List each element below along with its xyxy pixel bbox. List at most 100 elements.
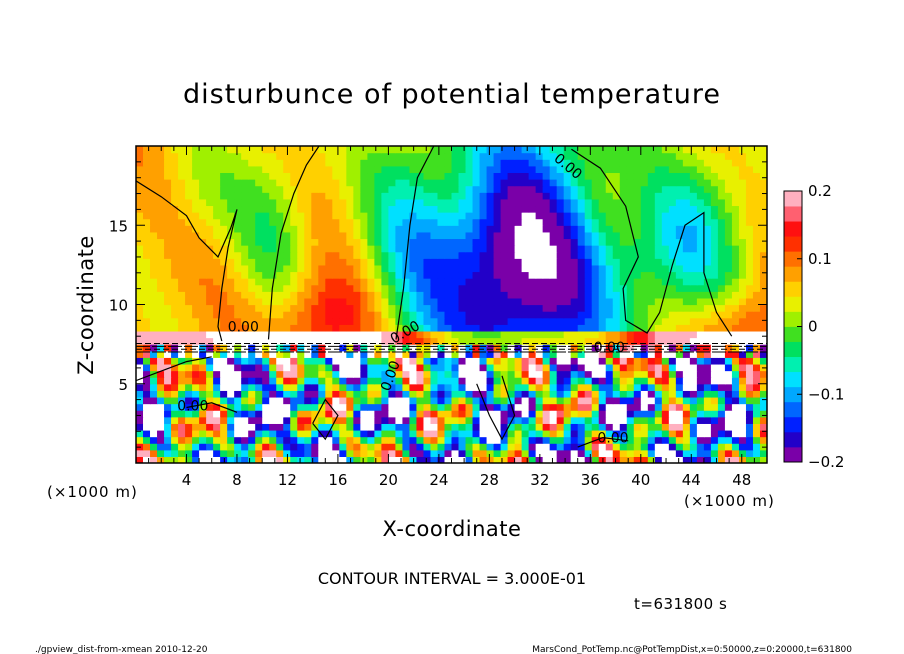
heatmap-cell bbox=[318, 159, 326, 167]
heatmap-cell bbox=[150, 436, 158, 444]
heatmap-cell bbox=[227, 429, 235, 438]
heatmap-cell bbox=[584, 172, 593, 180]
heatmap-cell bbox=[178, 179, 186, 187]
heatmap-cell bbox=[535, 284, 544, 292]
heatmap-cell bbox=[423, 284, 432, 292]
heatmap-cell bbox=[598, 390, 607, 398]
heatmap-cell bbox=[689, 350, 698, 358]
heatmap-cell bbox=[423, 304, 432, 312]
colorbar-swatch bbox=[784, 311, 802, 327]
heatmap-cell bbox=[591, 456, 600, 463]
heatmap-cell bbox=[346, 357, 354, 365]
heatmap-cell bbox=[199, 449, 207, 457]
heatmap-cell bbox=[290, 192, 298, 200]
heatmap-cell bbox=[479, 284, 488, 292]
heatmap-cell bbox=[731, 357, 740, 365]
heatmap-cell bbox=[556, 198, 565, 207]
heatmap-cell bbox=[619, 350, 628, 358]
heatmap-cell bbox=[241, 324, 249, 332]
heatmap-cell bbox=[262, 311, 270, 319]
heatmap-cell bbox=[479, 449, 488, 457]
heatmap-cell bbox=[143, 324, 151, 332]
heatmap-cell bbox=[682, 337, 691, 345]
heatmap-cell bbox=[339, 297, 347, 306]
heatmap-cell bbox=[451, 330, 460, 339]
heatmap-cell bbox=[759, 146, 767, 154]
heatmap-cell bbox=[465, 443, 474, 451]
heatmap-cell bbox=[633, 304, 642, 312]
heatmap-cell bbox=[591, 416, 600, 424]
chart-title: disturbunce of potential temperature bbox=[183, 79, 721, 110]
heatmap-cell bbox=[717, 284, 726, 292]
heatmap-cell bbox=[521, 390, 530, 398]
heatmap-cell bbox=[612, 172, 621, 180]
heatmap-cell bbox=[542, 225, 551, 233]
heatmap-cell bbox=[339, 410, 347, 418]
heatmap-cell bbox=[696, 185, 705, 193]
heatmap-cell bbox=[570, 344, 579, 352]
heatmap-cell bbox=[220, 284, 228, 292]
heatmap-cell bbox=[682, 198, 691, 207]
heatmap-cell bbox=[542, 192, 551, 200]
heatmap-cell bbox=[626, 324, 635, 332]
heatmap-cell bbox=[437, 271, 446, 279]
heatmap-cell bbox=[248, 396, 256, 405]
heatmap-cell bbox=[248, 258, 256, 266]
heatmap-cell bbox=[430, 152, 439, 160]
heatmap-cell bbox=[304, 165, 312, 174]
heatmap-cell bbox=[353, 258, 361, 266]
heatmap-cell bbox=[493, 443, 502, 451]
heatmap-cell bbox=[346, 205, 354, 213]
heatmap-cell bbox=[717, 350, 726, 358]
heatmap-cell bbox=[668, 410, 677, 418]
heatmap-cell bbox=[619, 258, 628, 266]
heatmap-cell bbox=[717, 410, 726, 418]
heatmap-cell bbox=[612, 271, 621, 279]
heatmap-cell bbox=[640, 443, 649, 451]
heatmap-cell bbox=[493, 251, 502, 259]
heatmap-cell bbox=[703, 172, 712, 180]
heatmap-cell bbox=[542, 159, 551, 167]
heatmap-cell bbox=[563, 212, 572, 220]
heatmap-cell bbox=[514, 231, 523, 240]
heatmap-cell bbox=[206, 172, 214, 180]
heatmap-cell bbox=[409, 357, 418, 365]
heatmap-cell bbox=[444, 152, 453, 160]
heatmap-cell bbox=[367, 284, 375, 292]
heatmap-cell bbox=[682, 344, 691, 352]
heatmap-cell bbox=[423, 238, 432, 246]
heatmap-cell bbox=[486, 251, 495, 259]
heatmap-cell bbox=[493, 238, 502, 246]
heatmap-cell bbox=[577, 304, 586, 312]
heatmap-cell bbox=[276, 152, 284, 160]
heatmap-cell bbox=[248, 238, 256, 246]
heatmap-cell bbox=[381, 212, 389, 220]
heatmap-cell bbox=[717, 311, 726, 319]
heatmap-cell bbox=[311, 179, 319, 187]
heatmap-cell bbox=[675, 410, 684, 418]
heatmap-cell bbox=[675, 357, 684, 365]
colorbar-swatch bbox=[784, 386, 802, 403]
heatmap-cell bbox=[150, 185, 158, 193]
heatmap-cell bbox=[465, 185, 474, 193]
heatmap-cell bbox=[332, 304, 340, 312]
heatmap-cell bbox=[682, 238, 691, 246]
heatmap-cell bbox=[318, 152, 326, 160]
heatmap-cell bbox=[199, 225, 207, 233]
heatmap-cell bbox=[549, 231, 558, 240]
heatmap-cell bbox=[444, 291, 453, 299]
heatmap-cell bbox=[381, 383, 389, 391]
heatmap-cell bbox=[500, 172, 509, 180]
heatmap-cell bbox=[584, 311, 593, 319]
heatmap-cell bbox=[213, 377, 221, 385]
heatmap-cell bbox=[654, 284, 663, 292]
heatmap-cell bbox=[437, 396, 446, 405]
heatmap-cell bbox=[374, 449, 382, 457]
heatmap-cell bbox=[507, 456, 516, 463]
heatmap-cell bbox=[206, 370, 214, 378]
heatmap-cell bbox=[619, 264, 628, 273]
heatmap-cell bbox=[430, 377, 439, 385]
heatmap-cell bbox=[297, 324, 305, 332]
heatmap-cell bbox=[703, 429, 712, 438]
heatmap-cell bbox=[486, 390, 495, 398]
